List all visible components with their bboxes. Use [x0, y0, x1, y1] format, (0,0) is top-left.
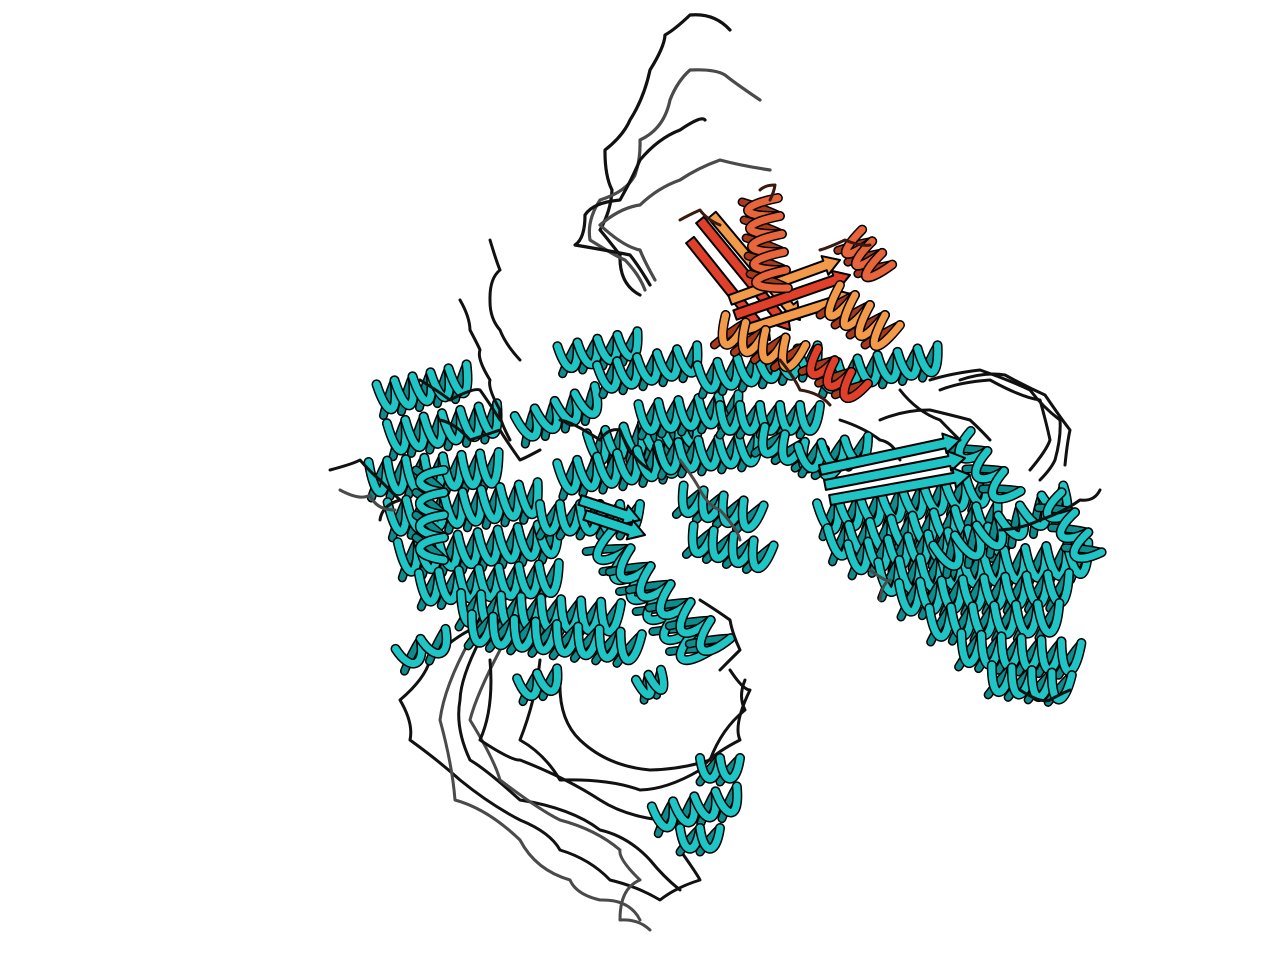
bound-alpha-helix [797, 343, 874, 404]
alpha-helix [646, 781, 743, 839]
surface-loop [488, 238, 522, 362]
n-terminal-tail [598, 13, 732, 297]
surface-loop [458, 298, 512, 442]
n-terminal-tail [587, 68, 762, 292]
bound-alpha-helix [709, 310, 811, 373]
linker-loop [878, 408, 992, 442]
c-terminal-loop [398, 628, 702, 902]
alpha-helix [695, 753, 745, 787]
linker-loop [958, 372, 1072, 467]
beta-strand [823, 450, 966, 491]
bound-loop [778, 358, 832, 407]
surface-loop [1018, 688, 1072, 703]
surface-loop [678, 458, 742, 542]
surface-loops [328, 238, 1102, 703]
alpha-helix [715, 400, 825, 440]
alpha-helix [983, 660, 1077, 707]
alpha-helix [411, 465, 449, 565]
c-terminal-loop [438, 638, 642, 922]
bound-loop [758, 183, 777, 202]
linker-loop [938, 378, 1052, 472]
alpha-helix [671, 480, 769, 535]
alpha-helix [630, 664, 669, 705]
linker-loop [928, 368, 1062, 482]
surface-loop [998, 488, 1102, 532]
helical-domain [363, 326, 1107, 857]
surface-loop [418, 378, 502, 422]
surface-loop [868, 568, 892, 602]
alpha-helix [928, 480, 1073, 580]
alpha-helix [509, 380, 603, 449]
alpha-helix [390, 623, 452, 676]
alpha-helix [512, 663, 563, 707]
surface-loop [898, 388, 962, 442]
disordered-loops [398, 13, 1072, 932]
beta-strand [577, 494, 641, 526]
bound-alpha-helix [737, 193, 793, 294]
alpha-helix [463, 609, 647, 668]
alpha-helix [604, 543, 736, 656]
c-terminal-loop [468, 648, 652, 932]
c-terminal-loop [457, 638, 682, 892]
surface-loop [558, 418, 652, 472]
alpha-helix [681, 520, 779, 575]
beta-sheet-region [577, 432, 971, 541]
beta-strand [817, 432, 961, 476]
alpha-helix [371, 359, 473, 421]
surface-loop [338, 488, 397, 512]
bound-subunit-orange [678, 183, 905, 407]
beta-strand [828, 466, 971, 506]
alpha-helix [793, 431, 874, 479]
bound-alpha-helix [833, 224, 898, 283]
alpha-helix [954, 628, 1087, 680]
c-terminal-loop [518, 658, 752, 792]
bound-alpha-helix [815, 280, 905, 352]
beta-strand [582, 509, 646, 541]
surface-loop [438, 418, 542, 462]
surface-loop [698, 598, 742, 672]
surface-loop [328, 458, 402, 522]
bound-loop [678, 208, 722, 227]
n-terminal-tail [598, 158, 772, 282]
alpha-helix [552, 326, 643, 379]
n-terminal-tail [573, 117, 707, 287]
c-terminal-loop [558, 678, 747, 772]
bound-beta-strand [727, 255, 841, 306]
bound-loop [818, 238, 872, 252]
alpha-helix [592, 340, 703, 400]
alpha-helix [675, 823, 725, 857]
